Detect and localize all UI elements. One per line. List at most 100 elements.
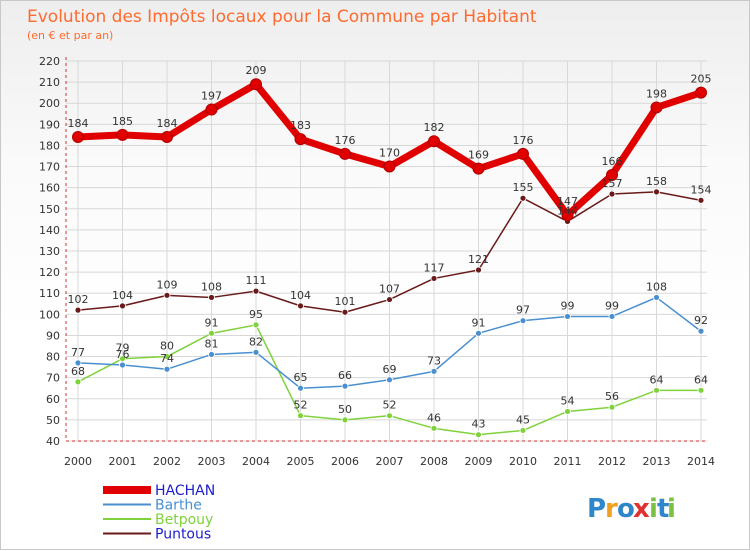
point-barthe bbox=[386, 376, 393, 384]
data-label-betpouy: 46 bbox=[427, 411, 441, 424]
data-label-barthe: 73 bbox=[427, 354, 441, 367]
y-tick-label: 160 bbox=[39, 182, 60, 195]
x-tick-label: 2007 bbox=[376, 455, 404, 468]
point-barthe bbox=[653, 294, 660, 301]
point-puntous bbox=[208, 294, 215, 301]
point-puntous bbox=[252, 287, 260, 295]
point-hachan bbox=[561, 209, 574, 222]
data-label-puntous: 101 bbox=[335, 295, 356, 308]
data-label-hachan: 147 bbox=[557, 195, 578, 208]
point-betpouy bbox=[252, 321, 260, 329]
point-betpouy bbox=[163, 353, 171, 360]
point-barthe bbox=[163, 365, 171, 373]
x-tick-label: 2009 bbox=[465, 455, 493, 468]
y-tick-label: 120 bbox=[39, 266, 60, 279]
y-tick-label: 50 bbox=[46, 414, 60, 427]
data-label-puntous: 104 bbox=[112, 289, 133, 302]
point-puntous bbox=[297, 302, 304, 310]
data-label-betpouy: 52 bbox=[294, 399, 308, 412]
data-label-betpouy: 80 bbox=[160, 340, 174, 353]
data-label-hachan: 176 bbox=[335, 134, 356, 147]
data-label-puntous: 121 bbox=[468, 253, 489, 266]
y-tick-label: 70 bbox=[46, 372, 60, 385]
point-betpouy bbox=[208, 329, 215, 337]
x-tick-label: 2008 bbox=[420, 455, 448, 468]
data-label-betpouy: 79 bbox=[116, 342, 130, 355]
point-hachan bbox=[205, 103, 218, 116]
data-label-barthe: 82 bbox=[249, 335, 263, 348]
point-hachan bbox=[72, 131, 84, 143]
data-label-barthe: 92 bbox=[694, 314, 708, 327]
data-label-barthe: 74 bbox=[160, 352, 174, 365]
x-tick-label: 2014 bbox=[687, 455, 715, 468]
point-hachan bbox=[650, 101, 663, 114]
data-label-betpouy: 95 bbox=[249, 308, 263, 321]
legend-label-barthe: Barthe bbox=[155, 498, 202, 514]
data-label-hachan: 198 bbox=[646, 87, 667, 100]
data-label-puntous: 158 bbox=[646, 175, 667, 188]
data-label-betpouy: 91 bbox=[205, 316, 219, 329]
legend-label-betpouy: Betpouy bbox=[155, 512, 213, 528]
point-puntous bbox=[386, 296, 393, 303]
y-tick-label: 220 bbox=[39, 55, 60, 68]
data-label-puntous: 157 bbox=[602, 177, 623, 190]
data-label-hachan: 209 bbox=[246, 64, 267, 77]
x-tick-label: 2013 bbox=[643, 455, 671, 468]
data-label-hachan: 176 bbox=[513, 134, 534, 147]
point-betpouy bbox=[74, 378, 82, 386]
point-barthe bbox=[74, 359, 82, 367]
data-label-hachan: 184 bbox=[68, 117, 89, 130]
x-tick-label: 2006 bbox=[331, 455, 359, 468]
x-tick-label: 2005 bbox=[287, 455, 315, 468]
brand-letter: o bbox=[617, 494, 635, 524]
point-betpouy bbox=[475, 431, 482, 439]
point-barthe bbox=[519, 317, 527, 325]
x-tick-label: 2011 bbox=[554, 455, 582, 468]
x-tick-label: 2004 bbox=[242, 455, 270, 468]
point-hachan bbox=[161, 131, 173, 143]
y-tick-label: 40 bbox=[46, 435, 60, 448]
point-hachan bbox=[339, 147, 351, 160]
data-labels: 102 104 109 108 111 104 101 107 117 121 155 144 157 1… bbox=[68, 64, 712, 430]
axes: 40 50 60 70 80 90 100 110 120 130 140 150 160 170 180 1… bbox=[39, 55, 715, 468]
data-label-puntous: 108 bbox=[201, 280, 222, 293]
point-puntous bbox=[430, 275, 438, 282]
point-hachan bbox=[428, 135, 440, 148]
y-tick-label: 90 bbox=[46, 329, 60, 342]
data-label-betpouy: 56 bbox=[605, 390, 619, 403]
data-label-barthe: 99 bbox=[561, 299, 575, 312]
y-tick-label: 60 bbox=[46, 393, 60, 406]
y-tick-label: 150 bbox=[39, 203, 60, 216]
data-label-betpouy: 64 bbox=[650, 373, 664, 386]
data-label-betpouy: 43 bbox=[472, 418, 486, 431]
series-layer bbox=[72, 78, 707, 439]
point-betpouy bbox=[386, 412, 393, 420]
point-hachan bbox=[606, 169, 618, 181]
point-hachan bbox=[517, 147, 529, 160]
data-label-betpouy: 54 bbox=[561, 394, 575, 407]
point-puntous bbox=[653, 188, 660, 196]
point-puntous bbox=[608, 190, 616, 198]
y-tick-label: 200 bbox=[39, 97, 60, 110]
data-label-puntous: 155 bbox=[513, 181, 534, 194]
data-label-barthe: 76 bbox=[116, 348, 130, 361]
legend-label-puntous: Puntous bbox=[155, 527, 211, 543]
data-label-barthe: 91 bbox=[472, 316, 486, 329]
chart-subtitle: (en € et par an) bbox=[27, 29, 113, 42]
y-tick-label: 140 bbox=[39, 224, 60, 237]
data-label-betpouy: 64 bbox=[694, 373, 708, 386]
point-barthe bbox=[341, 382, 349, 390]
point-puntous bbox=[519, 194, 527, 202]
data-label-hachan: 170 bbox=[379, 147, 400, 160]
point-hachan bbox=[116, 128, 129, 141]
y-tick-label: 100 bbox=[39, 308, 60, 321]
data-label-barthe: 108 bbox=[646, 280, 667, 293]
data-label-barthe: 97 bbox=[516, 304, 530, 317]
data-label-barthe: 99 bbox=[605, 299, 619, 312]
y-tick-label: 190 bbox=[39, 118, 60, 131]
data-label-hachan: 185 bbox=[112, 115, 133, 128]
point-barthe bbox=[475, 329, 482, 337]
data-label-barthe: 77 bbox=[71, 346, 85, 359]
